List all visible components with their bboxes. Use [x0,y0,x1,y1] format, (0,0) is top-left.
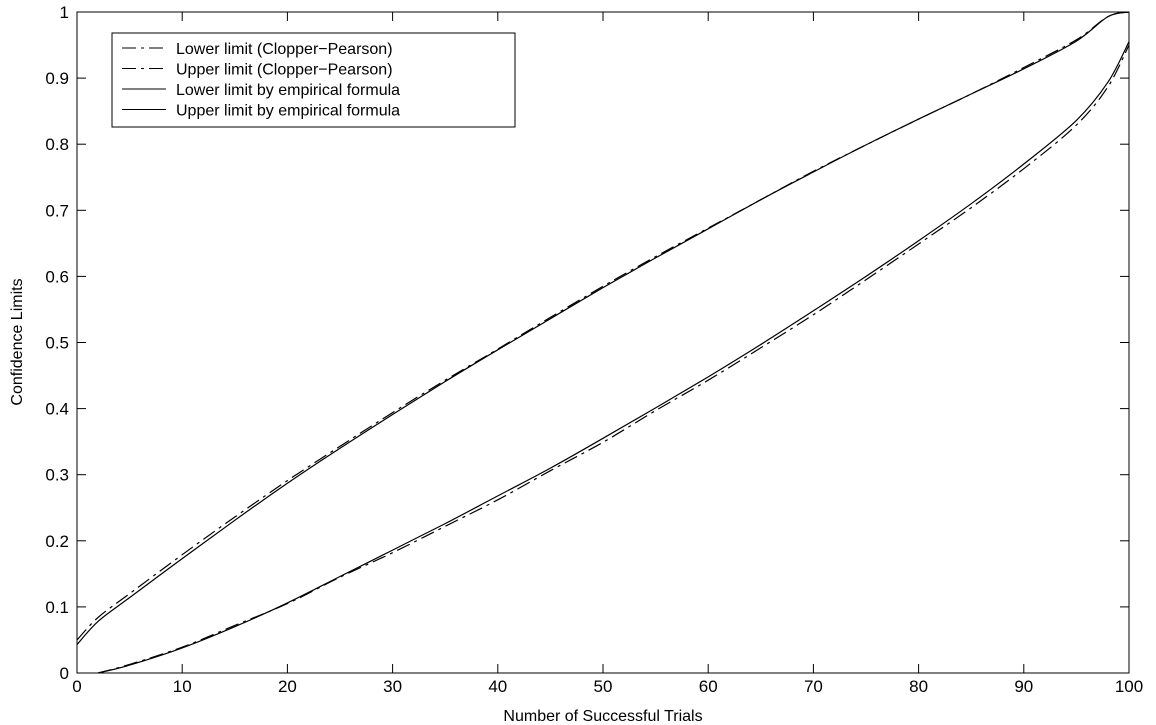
y-tick-label: 0.2 [45,532,69,551]
series-line-upper-limit-by-empirical-formula [76,11,1130,646]
x-tick-label: 90 [1014,677,1033,696]
y-tick-label: 0.6 [45,267,69,286]
legend-label: Lower limit (Clopper−Pearson) [176,41,393,58]
x-tick-label: 10 [173,677,192,696]
x-tick-label: 70 [804,677,823,696]
x-tick-label: 30 [383,677,402,696]
series-line-lower-limit-by-empirical-formula [97,41,1130,674]
legend: Lower limit (Clopper−Pearson) Upper limit… [111,32,516,128]
x-tick-label: 80 [909,677,928,696]
y-tick-label: 0.4 [45,400,69,419]
y-tick-label: 0.7 [45,201,69,220]
y-tick-label: 1 [60,3,69,22]
x-tick-label: 100 [1115,677,1143,696]
y-tick-label: 0.1 [45,598,69,617]
y-tick-label: 0.3 [45,466,69,485]
legend-label: Upper limit by empirical formula [176,103,400,120]
y-tick-label: 0.5 [45,334,69,353]
x-tick-label: 20 [278,677,297,696]
series-layer [76,11,1130,674]
x-tick-label: 0 [72,677,81,696]
x-tick-label: 50 [594,677,613,696]
y-tick-label: 0 [60,664,69,683]
x-axis-label: Number of Successful Trials [503,708,702,725]
legend-label: Lower limit by empirical formula [176,82,400,99]
y-axis-label: Confidence Limits [9,278,26,405]
legend-box [111,32,516,128]
y-tick-label: 0.9 [45,69,69,88]
x-tick-label: 60 [699,677,718,696]
x-tick-label: 40 [488,677,507,696]
legend-label: Upper limit (Clopper−Pearson) [176,62,393,79]
y-tick-label: 0.8 [45,135,69,154]
ticks-layer: 0 10 20 30 40 50 60 70 80 90 100 0 0.1 0.2 0.3 0.4 0.5 0.… [45,3,1143,696]
